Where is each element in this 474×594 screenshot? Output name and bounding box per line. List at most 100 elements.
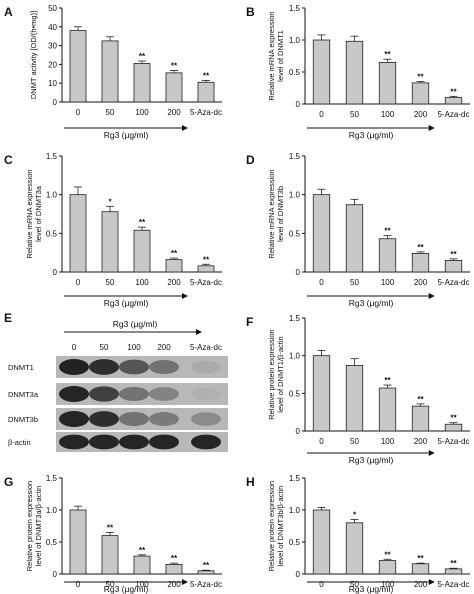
y-axis-label-line: DNMT activity [OD/(h•mg)] — [29, 11, 38, 99]
x-tick-label: 50 — [106, 108, 115, 117]
x-tick-label: 5-Aza-dc — [437, 278, 469, 287]
x-tick-label: 200 — [414, 278, 428, 287]
y-tick-label: 1.5 — [46, 474, 58, 483]
bar-5-Aza-dc — [444, 568, 463, 575]
blot-lane-label: 200 — [157, 343, 171, 352]
y-tick-label: 0 — [296, 100, 301, 109]
x-tick-label: 50 — [350, 278, 359, 287]
y-tick-label: 0.5 — [289, 538, 301, 547]
chart-panel-d: D 0 0.5 1.0 1.5 Relative mRNA expressionlevel… — [246, 152, 470, 308]
x-tick-label: 0 — [76, 278, 81, 287]
x-tick-label: 50 — [350, 437, 359, 446]
significance-mark: ** — [450, 559, 457, 568]
blot-band — [191, 360, 221, 374]
dose-arrow-head — [196, 329, 202, 335]
y-axis-label-line: Relative protein expression — [267, 481, 276, 571]
y-axis-label-line: level of DNMT3b — [276, 186, 285, 242]
bar-50 — [101, 535, 119, 575]
significance-mark: ** — [203, 255, 210, 264]
y-tick-label: 30 — [48, 42, 57, 51]
bar-0 — [312, 39, 331, 105]
x-tick-label: 50 — [106, 278, 115, 287]
panel-label: B — [246, 5, 255, 19]
significance-mark: ** — [417, 73, 424, 82]
y-tick-label: 0 — [53, 570, 58, 579]
y-tick-label: 0 — [296, 427, 301, 436]
x-tick-label: 200 — [167, 580, 181, 589]
x-axis-label: Rg3 (μg/ml) — [349, 130, 394, 140]
blot-band — [119, 434, 149, 450]
bar-5-Aza-dc — [197, 570, 215, 575]
bar-0 — [69, 30, 87, 103]
y-tick-label: 1.0 — [289, 352, 301, 361]
y-axis-label: Relative mRNA expressionlevel of DNMT3a — [25, 169, 43, 258]
x-tick-label: 100 — [381, 110, 395, 119]
blot-band — [149, 359, 179, 375]
panel-label: F — [246, 315, 253, 329]
y-tick-label: 0 — [296, 268, 301, 277]
bar-0 — [69, 509, 87, 575]
significance-mark: ** — [139, 546, 146, 555]
blot-band — [119, 411, 149, 427]
x-tick-label: 0 — [319, 437, 324, 446]
x-tick-label: 0 — [319, 278, 324, 287]
dose-arrow-head — [428, 450, 435, 456]
y-axis-label: Relative protein expressionlevel of DNMT… — [267, 481, 285, 571]
y-tick-label: 20 — [48, 60, 57, 69]
y-axis-label: Relative mRNA expressionlevel of DNMT1 — [267, 11, 285, 100]
panel-label: A — [4, 5, 13, 19]
x-tick-label: 200 — [167, 108, 181, 117]
y-tick-label: 0.5 — [289, 68, 301, 77]
bar-5-Aza-dc — [444, 259, 463, 273]
bar-100 — [378, 560, 397, 575]
y-tick-label: 1.5 — [289, 314, 301, 323]
blot-band — [89, 434, 119, 450]
y-axis-label-line: Relative protein expression — [267, 329, 276, 419]
significance-mark: ** — [171, 61, 178, 70]
significance-mark: ** — [203, 71, 210, 80]
bar-200 — [411, 82, 430, 105]
panel-label: E — [4, 311, 12, 325]
y-axis-label-line: level of DNMT1 — [276, 30, 285, 82]
dose-arrow-head — [428, 579, 435, 585]
y-axis-label-line: Relative mRNA expression — [25, 169, 34, 258]
y-axis-label-line: level of DNMT3b/β-actin — [276, 486, 285, 567]
bar-100 — [378, 238, 397, 273]
bar-100 — [133, 555, 151, 575]
y-tick-label: 1.0 — [46, 506, 58, 515]
x-tick-label: 200 — [414, 437, 428, 446]
panel-label: C — [4, 153, 13, 167]
x-tick-label: 5-Aza-dc — [437, 110, 469, 119]
significance-mark: ** — [417, 395, 424, 404]
blot-lane-label: 50 — [100, 343, 109, 352]
bar-200 — [411, 563, 430, 575]
bar-50 — [101, 40, 119, 103]
x-tick-label: 5-Aza-dc — [437, 580, 469, 589]
bar-100 — [378, 62, 397, 105]
y-tick-label: 1.0 — [289, 191, 301, 200]
significance-mark: ** — [203, 561, 210, 570]
blot-band — [59, 411, 89, 427]
x-tick-label: 50 — [350, 580, 359, 589]
significance-mark: ** — [384, 550, 391, 559]
y-tick-label: 1.0 — [289, 36, 301, 45]
significance-mark: ** — [139, 218, 146, 227]
blot-band — [191, 412, 221, 426]
blot-band — [59, 359, 89, 375]
dose-arrow-head — [182, 293, 188, 299]
y-tick-label: 10 — [48, 79, 57, 88]
significance-mark: ** — [107, 523, 114, 532]
panel-label: D — [246, 153, 255, 167]
y-tick-label: 1.5 — [289, 4, 301, 13]
x-tick-label: 0 — [319, 110, 324, 119]
x-axis-label: Rg3 (μg/ml) — [104, 130, 149, 140]
bar-200 — [411, 405, 430, 432]
x-tick-label: 5-Aza-dc — [190, 278, 222, 287]
significance-mark: * — [108, 197, 112, 206]
dose-arrow-head — [182, 125, 188, 131]
blot-lane-label: 0 — [72, 343, 77, 352]
blot-lane-label: 5-Aza-dc — [190, 343, 222, 352]
blot-band — [149, 434, 179, 450]
x-tick-label: 100 — [381, 580, 395, 589]
